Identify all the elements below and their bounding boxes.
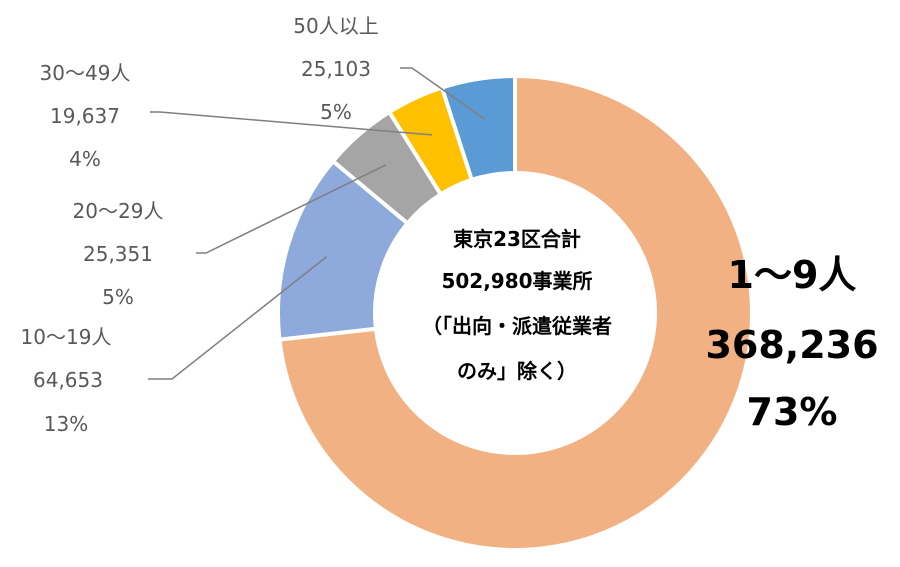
value-label: 25,351 (83, 242, 153, 266)
leader-line-50-plus (400, 67, 485, 120)
slice-1-9 (277, 73, 754, 552)
value-label: 25,103 (301, 57, 371, 81)
percent-label: 4% (69, 147, 101, 171)
percent-label: 5% (320, 100, 352, 124)
category-label: 30～49人 (40, 61, 131, 85)
slice-label-50-plus: 50人以上 25,103 5% (293, 14, 378, 124)
leader-line-10-19 (148, 255, 328, 380)
percent-label: 5% (102, 285, 134, 309)
slice-label-10-19: 10～19人 64,653 13% (21, 325, 112, 436)
center-line-3: （「出向・派遣従業者 (422, 314, 612, 338)
percent-label: 13% (44, 412, 88, 436)
center-line-1: 東京23区合計 (453, 227, 581, 251)
leader-lines (148, 67, 485, 380)
leader-line-20-29 (196, 164, 387, 254)
slice-label-30-49: 30～49人 19,637 4% (40, 61, 131, 171)
value-label: 64,653 (33, 368, 103, 392)
center-line-2: 502,980事業所 (441, 269, 592, 293)
slice-label-20-29: 20～29人 25,351 5% (73, 199, 164, 309)
slice-label-1-9: 1～9人 368,236 73% (705, 253, 878, 434)
percent-label: 73% (747, 390, 838, 434)
center-label: 東京23区合計 502,980事業所 （「出向・派遣従業者 のみ」除く） (422, 227, 612, 383)
category-label: 10～19人 (21, 325, 112, 349)
value-label: 19,637 (50, 104, 120, 128)
donut-slices (276, 73, 754, 552)
value-label: 368,236 (705, 323, 878, 367)
category-label: 1～9人 (728, 253, 857, 297)
category-label: 20～29人 (73, 199, 164, 223)
leader-line-30-49 (150, 111, 433, 136)
center-line-4: のみ」除く） (457, 359, 577, 383)
category-label: 50人以上 (293, 14, 378, 38)
